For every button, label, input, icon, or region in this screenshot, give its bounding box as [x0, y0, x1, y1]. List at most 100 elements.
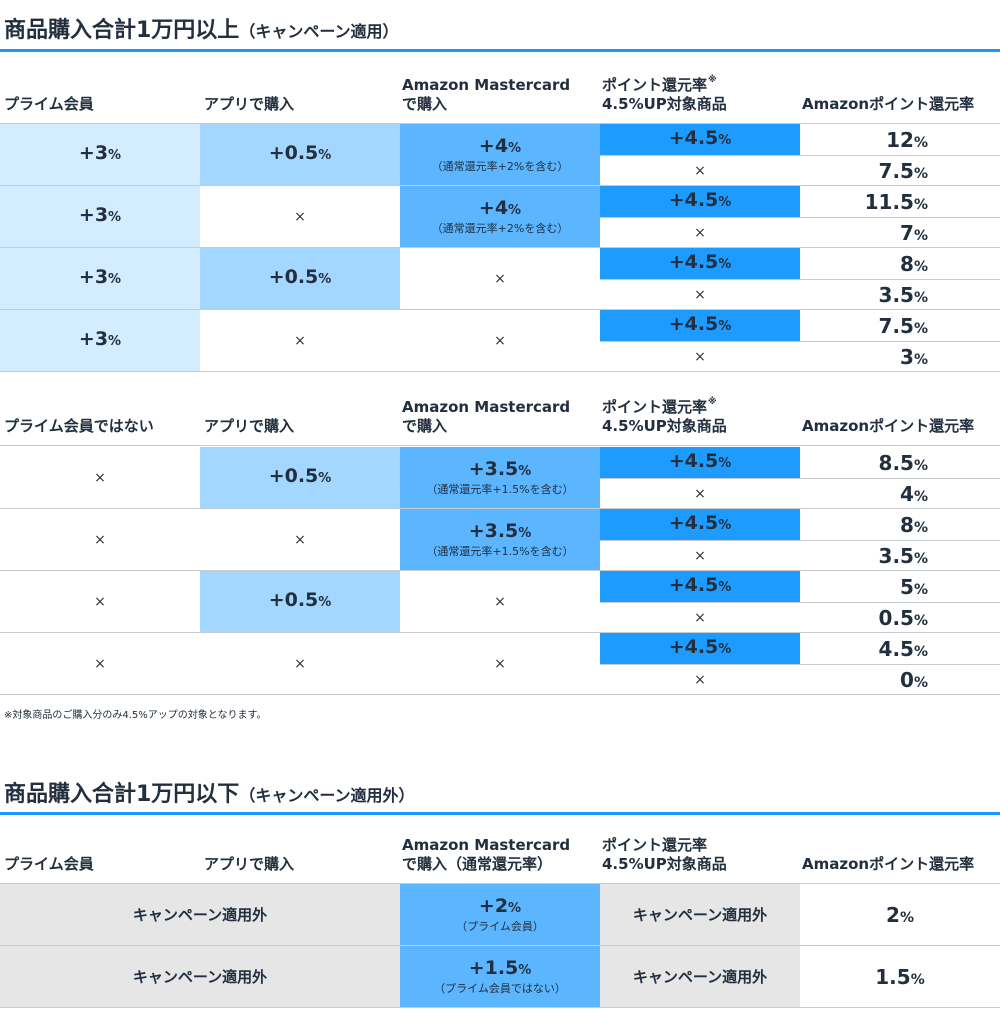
rate-value: +3% — [79, 204, 121, 229]
rate-number: 0 — [900, 667, 914, 692]
rate-value: +4% — [479, 197, 521, 222]
header-prime: プライム会員 — [4, 95, 94, 113]
rate-number: +4 — [478, 197, 509, 219]
cell-result: 0.5% — [800, 602, 1000, 632]
rate-note: （通常還元率+2%を含む） — [431, 160, 569, 173]
rate-value: +4.5% — [669, 512, 732, 537]
rate-value: 7.5% — [879, 314, 928, 338]
header-point-line2: 4.5%UP対象商品 — [602, 417, 727, 435]
rate-percent: % — [518, 526, 532, 541]
rate-number: +4.5 — [668, 450, 719, 472]
cell-result: 4% — [800, 478, 1000, 508]
rate-value: +4.5% — [669, 574, 732, 599]
cross-mark: × — [294, 531, 306, 548]
cell-app: × — [200, 509, 400, 570]
cell-point-yes: +4.5% — [600, 186, 800, 217]
rate-value: 12% — [886, 128, 928, 152]
rate-value: 11.5% — [865, 190, 928, 214]
rate-percent: % — [913, 519, 928, 536]
cell-card: +2% （プライム会員） — [400, 884, 600, 945]
rate-number: +4.5 — [668, 189, 719, 211]
header-point: ポイント還元率※ 4.5%UP対象商品 — [602, 75, 727, 114]
rate-value: 4.5% — [879, 637, 928, 661]
cell-result: 5% — [800, 571, 1000, 602]
cell-prime: × — [0, 447, 200, 508]
cell-app: +0.5% — [200, 124, 400, 185]
rate-percent: % — [913, 488, 928, 505]
cross-mark: × — [694, 286, 706, 303]
cell-result: 7.5% — [800, 310, 1000, 341]
header-result: Amazonポイント還元率 — [802, 417, 975, 435]
section-title-above-10000: 商品購入合計1万円以上（キャンペーン適用） — [4, 17, 399, 46]
rate-percent: % — [108, 210, 122, 225]
header-app: アプリで購入 — [204, 855, 295, 873]
rate-number: +2 — [478, 895, 509, 917]
header-point: ポイント還元率 4.5%UP対象商品 — [602, 836, 727, 874]
cell-point-yes: +4.5% — [600, 447, 800, 478]
rate-number: +4.5 — [668, 313, 719, 335]
cross-mark: × — [694, 485, 706, 502]
section-rule — [0, 49, 1000, 52]
cell-point-no: × — [600, 540, 800, 570]
header-card: Amazon Mastercard で購入（通常還元率） — [402, 836, 570, 874]
cell-point-no: × — [600, 341, 800, 371]
rate-percent: % — [718, 319, 732, 334]
rate-number: 3.5 — [878, 543, 914, 568]
rate-value: 0.5% — [879, 606, 928, 630]
header-app: アプリで購入 — [204, 95, 295, 113]
rate-number: 4.5 — [878, 636, 914, 661]
rate-value: +0.5% — [269, 465, 332, 490]
cell-result: 8% — [800, 248, 1000, 279]
cell-result: 0% — [800, 664, 1000, 694]
section-title-subtitle: （キャンペーン適用） — [239, 22, 399, 41]
rate-percent: % — [718, 133, 732, 148]
rate-percent: % — [718, 580, 732, 595]
cell-app: × — [200, 633, 400, 694]
rate-percent: % — [913, 258, 928, 275]
rate-value: +4.5% — [669, 313, 732, 338]
header-result: Amazonポイント還元率 — [802, 95, 975, 113]
footnote: ※対象商品のご購入分のみ4.5%アップの対象となります。 — [4, 710, 267, 721]
header-card-line1: Amazon Mastercard — [402, 836, 571, 854]
cell-card: +1.5% （プライム会員ではない） — [400, 946, 600, 1007]
rate-value: +3% — [79, 328, 121, 353]
cell-prime: +3% — [0, 310, 200, 371]
cell-result: 12% — [800, 124, 1000, 155]
excluded-label: キャンペーン適用外 — [632, 906, 768, 924]
rate-value: 3.5% — [879, 544, 928, 568]
cell-card: × — [400, 310, 600, 371]
rate-note: （通常還元率+1.5%を含む） — [426, 545, 574, 558]
cross-mark: × — [294, 208, 306, 225]
rate-value: +4% — [479, 135, 521, 160]
rate-number: +4 — [478, 135, 509, 157]
rate-percent: % — [508, 901, 522, 916]
rate-value: 7% — [900, 221, 928, 245]
cell-card: × — [400, 248, 600, 309]
section-title-subtitle: （キャンペーン適用外） — [239, 786, 415, 805]
cross-mark: × — [494, 270, 506, 287]
table-row-group: +3% +0.5% × +4.5% × 8% 3.5% — [0, 248, 1000, 310]
rate-number: 1.5 — [875, 964, 911, 989]
rate-percent: % — [718, 257, 732, 272]
cell-result: 1.5% — [800, 946, 1000, 1007]
rate-number: 8.5 — [878, 450, 914, 475]
excluded-label: キャンペーン適用外 — [632, 968, 768, 986]
cell-result: 3.5% — [800, 540, 1000, 570]
rate-number: 8 — [900, 251, 914, 276]
rate-percent: % — [913, 457, 928, 474]
rate-value: +0.5% — [269, 589, 332, 614]
cell-point-yes: +4.5% — [600, 248, 800, 279]
rate-percent: % — [913, 351, 928, 368]
rate-value: 2% — [886, 903, 914, 927]
cell-result: 4.5% — [800, 633, 1000, 664]
cell-result: 8% — [800, 509, 1000, 540]
cell-prime: × — [0, 509, 200, 570]
rate-number: +4.5 — [668, 127, 719, 149]
cross-mark: × — [694, 671, 706, 688]
rate-percent: % — [913, 643, 928, 660]
cell-point-no: × — [600, 279, 800, 309]
header-card-line2: で購入（通常還元率） — [402, 855, 553, 873]
cell-app: +0.5% — [200, 248, 400, 309]
table-row-group: +3% +0.5% +4% （通常還元率+2%を含む） +4.5% × 12% 7.5% — [0, 124, 1000, 186]
